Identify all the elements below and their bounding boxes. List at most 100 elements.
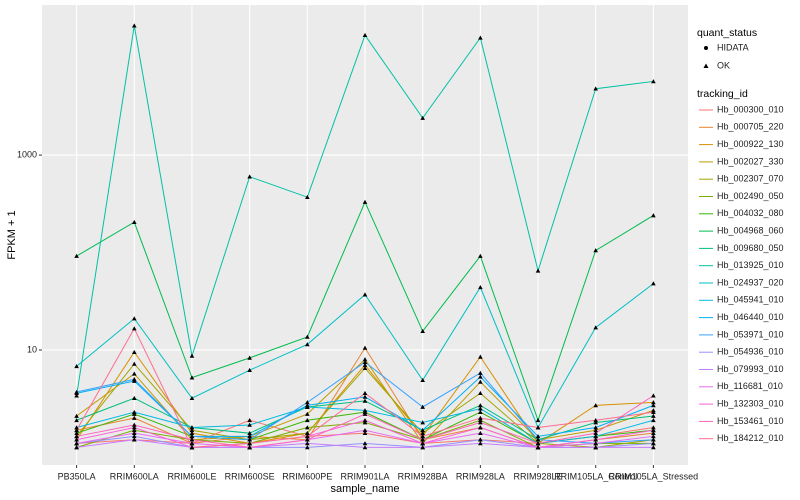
point (362, 345, 368, 350)
point (478, 420, 483, 425)
point (478, 390, 483, 396)
point (189, 437, 195, 442)
point (362, 411, 368, 416)
point (362, 390, 368, 396)
legend-label: HIDATA (717, 42, 749, 52)
point (651, 403, 656, 408)
legend-label: Hb_002307_070 (717, 174, 784, 184)
legend-label: Hb_002490_050 (717, 191, 784, 201)
point (420, 115, 425, 120)
y-axis-title: FPKM + 1 (6, 210, 18, 259)
point (362, 394, 368, 399)
x-tick-label: RRIM600SE (225, 471, 275, 481)
point (131, 415, 137, 420)
point (74, 437, 79, 442)
point (420, 434, 425, 439)
legend-label: Hb_013925_010 (717, 260, 784, 270)
point (305, 194, 310, 200)
point (593, 403, 599, 408)
point (651, 400, 656, 405)
point (535, 268, 541, 273)
point (420, 445, 425, 450)
x-tick-label: RRIM105LA_Stressed (609, 471, 699, 481)
point (189, 430, 195, 436)
point (362, 199, 368, 204)
point (651, 441, 656, 446)
point (74, 417, 79, 423)
point (362, 427, 368, 433)
point (305, 334, 310, 339)
point (305, 430, 310, 436)
point (535, 437, 541, 442)
point (478, 374, 483, 379)
point (74, 425, 79, 430)
point (305, 342, 310, 347)
point (651, 434, 656, 439)
point (305, 400, 310, 405)
point (131, 430, 137, 436)
point (535, 417, 541, 423)
point (247, 422, 252, 427)
point (478, 425, 483, 430)
point (478, 379, 483, 384)
point (74, 430, 79, 436)
point (305, 437, 310, 442)
point (593, 425, 599, 430)
point (478, 406, 483, 411)
x-tick-label: RRIM600PE (282, 471, 332, 481)
y-tick-label: 10 (27, 344, 37, 354)
point (478, 284, 483, 290)
point (74, 427, 79, 433)
legend-label: Hb_184212_010 (717, 433, 784, 443)
point (593, 417, 599, 423)
point (651, 413, 656, 418)
x-tick-label: RRIM600LA (110, 471, 159, 481)
legend-label: Hb_153461_010 (717, 416, 784, 426)
legend-label: Hb_002027_330 (717, 156, 784, 166)
point (74, 393, 79, 398)
point (247, 367, 252, 373)
point (651, 430, 656, 436)
point (305, 425, 310, 430)
point (131, 326, 137, 331)
point (420, 441, 425, 446)
point (535, 434, 541, 439)
point (362, 359, 368, 364)
point (420, 328, 425, 333)
point (74, 434, 79, 439)
point (651, 425, 656, 430)
point (131, 219, 137, 224)
point (74, 413, 79, 418)
point (247, 174, 252, 179)
point (131, 395, 137, 401)
point (593, 437, 599, 442)
point (478, 415, 483, 420)
point (131, 349, 137, 354)
legend-title: quant_status (697, 27, 757, 39)
point (74, 253, 79, 258)
point (131, 23, 137, 28)
point (189, 395, 195, 401)
point (362, 408, 368, 413)
point (420, 404, 425, 409)
point (305, 434, 310, 439)
point (420, 427, 425, 433)
legend-label: Hb_000300_010 (717, 104, 784, 114)
point (247, 441, 252, 446)
point (593, 445, 599, 450)
point (305, 403, 310, 408)
point (478, 354, 483, 359)
point (74, 441, 79, 446)
point (593, 420, 599, 425)
point (189, 441, 195, 446)
point (247, 434, 252, 439)
point (535, 441, 541, 446)
point (478, 403, 483, 408)
point (420, 430, 425, 436)
point (651, 213, 656, 218)
legend-symbol (704, 46, 708, 50)
legend-symbol (703, 63, 709, 68)
point (651, 427, 656, 433)
legend-label: Hb_004968_060 (717, 225, 784, 235)
point (305, 445, 310, 450)
